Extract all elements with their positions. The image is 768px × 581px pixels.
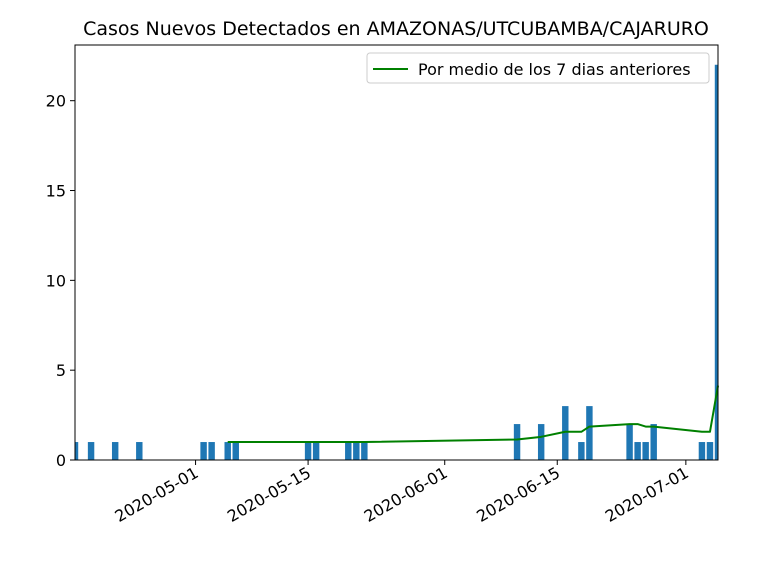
series-line bbox=[227, 385, 719, 444]
legend-box bbox=[366, 52, 710, 84]
bar bbox=[111, 442, 119, 460]
bar bbox=[634, 442, 641, 460]
bar bbox=[586, 406, 593, 460]
bar bbox=[136, 442, 143, 460]
plot-frame bbox=[74, 44, 719, 461]
bar bbox=[578, 442, 585, 460]
bar bbox=[361, 442, 368, 460]
bar bbox=[208, 442, 215, 460]
bars-layer bbox=[75, 64, 718, 460]
y-axis: 0 5 10 15 20 bbox=[46, 92, 75, 470]
bar bbox=[626, 424, 633, 460]
bar bbox=[714, 64, 718, 460]
bar bbox=[75, 442, 79, 460]
bar bbox=[224, 442, 231, 460]
line-layer bbox=[227, 385, 719, 444]
bar bbox=[562, 406, 569, 460]
bar bbox=[232, 442, 239, 460]
chart-title: Casos Nuevos Detectados en AMAZONAS/UTCU… bbox=[83, 18, 709, 40]
y-tick-label: 20 bbox=[46, 92, 66, 111]
y-tick-label: 0 bbox=[56, 451, 66, 470]
bar bbox=[345, 442, 352, 460]
bar bbox=[706, 442, 714, 460]
bar bbox=[304, 442, 312, 460]
y-tick-label: 15 bbox=[46, 182, 66, 201]
bar bbox=[642, 442, 649, 460]
bar bbox=[513, 424, 521, 460]
bar bbox=[87, 442, 95, 460]
y-tick-label: 5 bbox=[56, 361, 66, 380]
y-tick-label: 10 bbox=[46, 271, 66, 290]
legend: Por medio de los 7 dias anteriores bbox=[366, 52, 710, 84]
bar bbox=[650, 424, 657, 460]
bar bbox=[537, 424, 545, 460]
bar bbox=[698, 442, 706, 460]
bar bbox=[312, 442, 320, 460]
bar bbox=[200, 442, 207, 460]
legend-label: Por medio de los 7 dias anteriores bbox=[418, 60, 691, 79]
bar bbox=[353, 442, 360, 460]
